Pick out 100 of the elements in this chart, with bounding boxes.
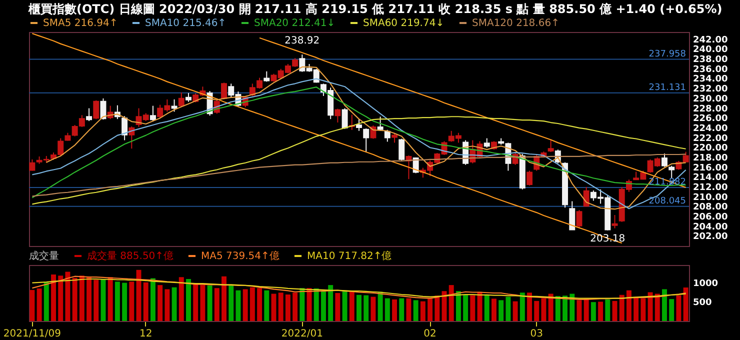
y-tick-label: 238.00 [693, 55, 728, 66]
bar [320, 291, 326, 321]
y-tick-label: 202.00 [693, 232, 728, 242]
x-tick-label: 2022/01 [281, 328, 323, 340]
y-tick-label: 206.00 [693, 212, 728, 222]
bar [576, 300, 582, 321]
legend-label: MA10 717.82↑億 [307, 250, 392, 262]
bar [314, 288, 319, 321]
bar [413, 300, 418, 321]
legend-label: SMA5 216.94↑ [43, 18, 118, 29]
bar [640, 298, 646, 321]
candlestick [171, 98, 178, 112]
legend-label: SMA120 218.66↑ [472, 18, 560, 29]
bar [520, 292, 525, 321]
candlestick [612, 214, 618, 229]
x-tick-label: 2021/11/09 [3, 328, 62, 340]
bar [356, 294, 362, 321]
bar [477, 292, 482, 321]
bar [605, 299, 610, 321]
bar [392, 299, 398, 321]
bar [662, 289, 667, 321]
bar [570, 294, 575, 321]
y-tick-label: 208.00 [693, 202, 728, 213]
line-series [32, 32, 622, 244]
y-tick-label: 1000 [693, 279, 718, 290]
candlestick [342, 108, 348, 130]
bar [364, 295, 369, 321]
bar [463, 294, 468, 321]
bar [200, 285, 206, 321]
bar [428, 298, 433, 321]
y-tick-label: 230.00 [693, 94, 728, 104]
bar [541, 298, 546, 321]
bar [292, 292, 298, 321]
legend-title: 成交量 [29, 250, 59, 262]
bar [506, 296, 511, 321]
y-tick-label: 204.00 [693, 222, 728, 232]
bar [548, 294, 554, 321]
bar [306, 288, 312, 321]
candlestick [398, 138, 405, 161]
bar [108, 277, 113, 321]
y-tick-label: 234.00 [693, 74, 728, 85]
bar [51, 274, 56, 321]
bar [634, 296, 639, 321]
bar [94, 280, 99, 321]
candlestick [221, 82, 228, 100]
bar [420, 301, 426, 321]
bar [278, 292, 284, 321]
bar [448, 285, 454, 321]
bar [342, 290, 348, 321]
bar [44, 282, 49, 321]
legend-label: SMA60 219.74↓ [363, 18, 444, 29]
y-tick-label: 216.00 [693, 163, 728, 174]
y-tick-label: 224.00 [693, 124, 728, 134]
bar [676, 295, 682, 321]
bar [65, 272, 70, 321]
y-tick-label: 220.00 [693, 144, 728, 154]
bar [584, 298, 589, 321]
bar [484, 294, 490, 321]
y-tick-label: 214.00 [693, 173, 728, 184]
candlestick [264, 70, 270, 82]
bar [378, 292, 383, 321]
candlestick [370, 124, 376, 140]
line-series [258, 37, 686, 188]
candlestick [384, 129, 390, 142]
y-tick-label: 228.00 [693, 104, 728, 114]
bar [456, 291, 461, 321]
bar [590, 302, 596, 321]
bar [207, 285, 212, 321]
candlestick [150, 105, 156, 122]
bar [122, 282, 128, 321]
bar [683, 287, 688, 321]
bar [242, 289, 248, 321]
legend-label: SMA20 212.41↓ [254, 18, 336, 29]
bar [214, 288, 220, 321]
bar [648, 292, 653, 321]
bar [470, 295, 476, 321]
candlestick [122, 116, 128, 141]
y-tick-label: 212.00 [693, 182, 728, 193]
bar [271, 294, 276, 321]
bar [114, 282, 120, 321]
bar [285, 294, 290, 321]
candlestick [484, 138, 490, 148]
candlestick [668, 165, 675, 179]
candlestick [363, 128, 370, 152]
bar [164, 289, 170, 321]
y-tick-label: 218.00 [693, 153, 728, 164]
bar [384, 298, 390, 321]
bar [222, 276, 227, 321]
bar [562, 296, 568, 321]
x-tick-label: 03 [530, 328, 543, 340]
candlestick [86, 108, 92, 122]
bar [228, 285, 234, 321]
bar [250, 287, 255, 321]
bar [236, 290, 241, 321]
bar [36, 288, 42, 321]
bar [150, 278, 156, 321]
bar [434, 296, 440, 321]
bar [399, 298, 404, 321]
bar [612, 300, 618, 321]
bar [654, 294, 660, 321]
